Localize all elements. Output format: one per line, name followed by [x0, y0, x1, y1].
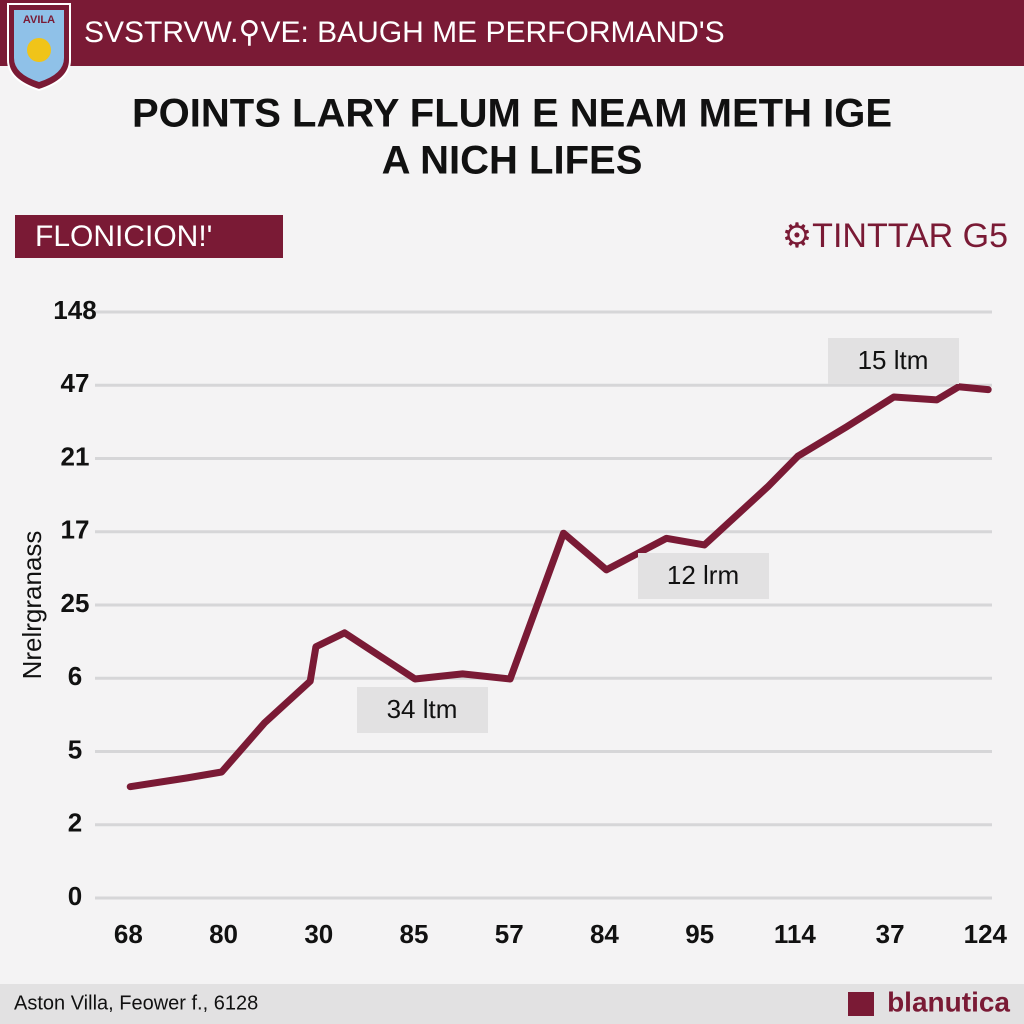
x-tick-label: 30: [304, 919, 333, 949]
x-tick-label: 68: [114, 919, 143, 949]
annotation-box: [638, 553, 769, 599]
series-line: [126, 383, 992, 791]
footer-logo: [848, 992, 874, 1016]
x-tick-label: 57: [495, 919, 524, 949]
header-title: SVSTRVW.⚲VE: BAUGH ME PERFORMAND'S: [84, 16, 725, 49]
y-tick-label: 25: [61, 588, 90, 618]
x-tick-label: 37: [876, 919, 905, 949]
y-tick-label: 17: [61, 515, 90, 545]
y-tick-label: 148: [53, 295, 96, 325]
badge: [15, 215, 283, 258]
y-tick-label: 5: [68, 734, 82, 764]
y-axis-title: Nrelrgranass: [17, 531, 47, 680]
chart-title: POINTS LARY FLUM E NEAM METH IGE: [132, 92, 892, 136]
x-tick-label: 84: [590, 919, 619, 949]
crest-text: AVILA: [23, 14, 55, 26]
y-tick-label: 47: [61, 368, 90, 398]
brand: ⚙TINTTAR G5: [782, 217, 1008, 255]
annotation: 34 ltm: [387, 694, 458, 724]
x-tick-label: 95: [685, 919, 714, 949]
annotation: 15 ltm: [858, 345, 929, 375]
annotation-box: [357, 687, 488, 733]
x-tick-label: 80: [209, 919, 238, 949]
chart-title: A NICH LIFES: [382, 139, 643, 183]
header-bar: [0, 0, 1024, 66]
badge-text: FLONICION!': [35, 220, 212, 253]
footer-text: Aston Villa, Feower f., 6128: [14, 992, 258, 1014]
x-tick-label: 85: [400, 919, 429, 949]
y-tick-label: 21: [61, 441, 90, 471]
annotation: 12 lrm: [667, 560, 739, 590]
crest-lion: [27, 38, 51, 62]
x-tick-label: 124: [964, 919, 1008, 949]
x-tick-label: 114: [774, 919, 816, 949]
y-tick-label: 6: [68, 661, 82, 691]
y-tick-label: 0: [68, 881, 82, 911]
footer-brand: blanutica: [887, 986, 1010, 1017]
y-tick-label: 2: [68, 808, 82, 838]
annotation-box: [828, 338, 959, 384]
